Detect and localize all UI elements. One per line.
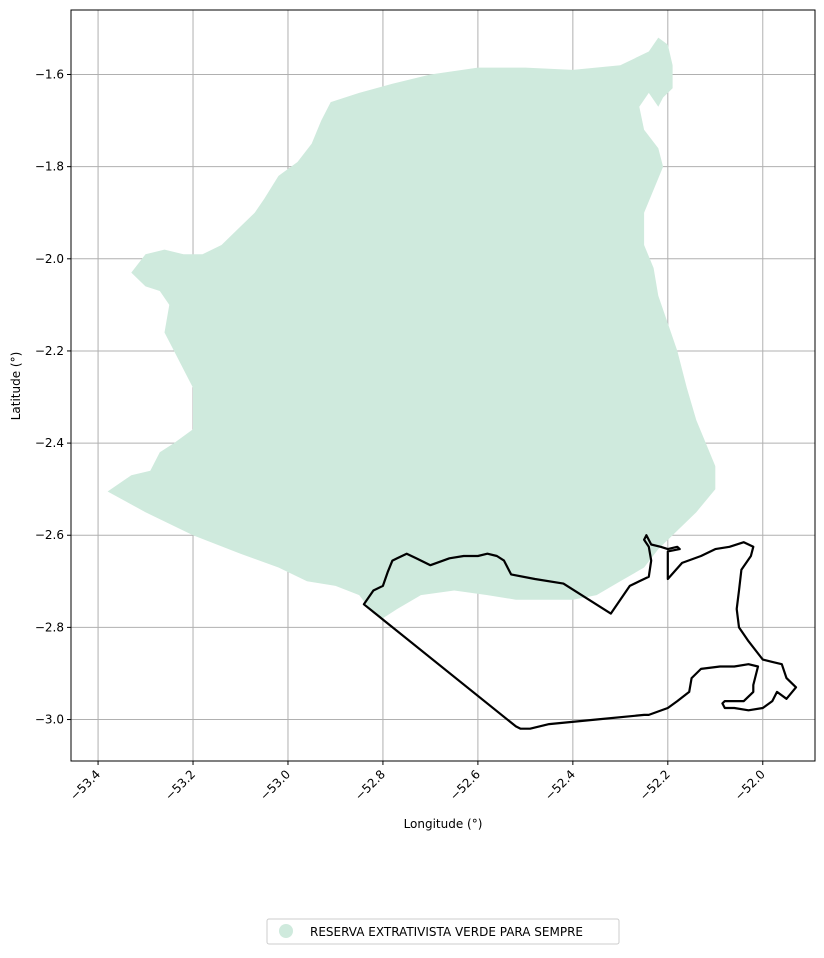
y-tick-label: −1.8 — [35, 160, 64, 174]
y-tick-label: −2.6 — [35, 528, 64, 542]
legend-label: RESERVA EXTRATIVISTA VERDE PARA SEMPRE — [310, 925, 583, 939]
y-axis-label: Latitude (°) — [9, 352, 23, 421]
x-axis-label: Longitude (°) — [404, 817, 483, 831]
legend: RESERVA EXTRATIVISTA VERDE PARA SEMPRE — [267, 919, 619, 944]
y-tick-label: −2.2 — [35, 344, 64, 358]
legend-marker — [279, 924, 293, 938]
y-tick-label: −2.8 — [35, 620, 64, 634]
y-tick-label: −2.0 — [35, 252, 64, 266]
y-tick-label: −1.6 — [35, 68, 64, 82]
y-tick-label: −3.0 — [35, 713, 64, 727]
y-tick-label: −2.4 — [35, 436, 64, 450]
